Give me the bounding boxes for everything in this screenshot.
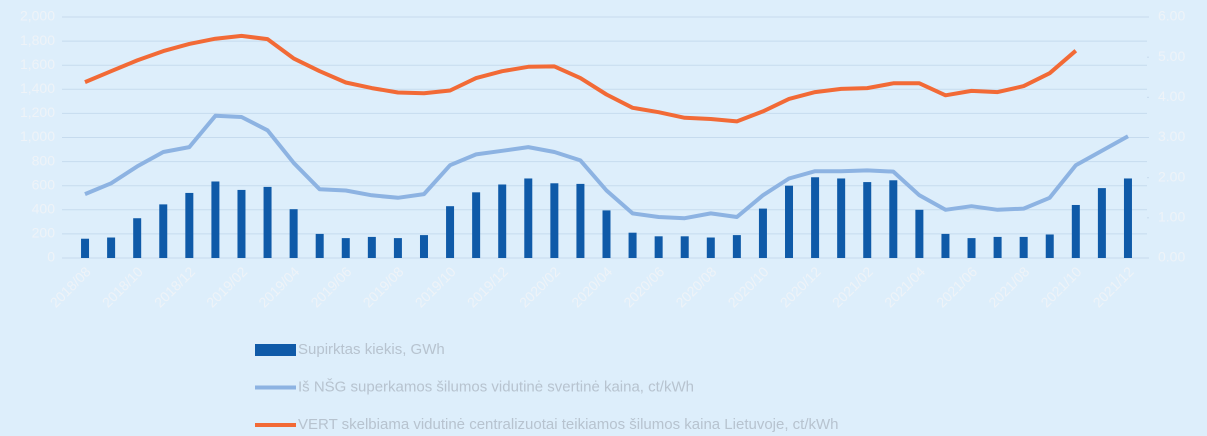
y2-tick-label: 3.00 [1158,128,1185,144]
bar [654,236,663,258]
bar [159,204,168,258]
x-tick-label: 2020/02 [516,263,563,310]
x-tick-label: 2018/08 [47,263,94,310]
bar [889,180,898,258]
bar [941,233,950,258]
x-tick-label: 2021/10 [1037,263,1084,310]
bar [576,183,585,258]
y-tick-label: 1,400 [20,80,55,96]
y-tick-label: 1,000 [20,128,55,144]
y2-tick-label: 5.00 [1158,48,1185,64]
bar [758,208,767,258]
bar [550,183,559,258]
y2-tick-label: 6.00 [1158,8,1185,24]
line [84,113,1129,221]
bar [419,235,428,258]
bar [915,209,924,258]
x-tick-label: 2019/02 [203,263,250,310]
x-tick-label: 2021/02 [829,263,876,310]
x-tick-label: 2020/12 [777,263,824,310]
bar [393,238,402,258]
y2-tick-label: 1.00 [1158,209,1185,225]
line [84,33,1078,124]
bar [472,192,481,258]
bar [628,232,637,258]
bar [811,177,820,258]
y-tick-label: 400 [32,201,56,217]
x-tick-label: 2020/04 [568,263,615,310]
bar [107,237,116,258]
x-tick-label: 2020/08 [672,263,719,310]
x-tick-label: 2019/06 [307,263,354,310]
bar [785,185,794,258]
legend-label: VERT skelbiama vidutinė centralizuotai t… [298,416,839,433]
x-tick-label: 2021/04 [881,263,928,310]
x-tick-label: 2019/04 [255,263,302,310]
y-tick-label: 1,600 [20,56,55,72]
bar [732,235,741,258]
y2-tick-label: 2.00 [1158,168,1185,184]
bar [315,233,324,258]
bar [993,236,1002,258]
bar [185,192,194,258]
bar [341,238,350,258]
bar [602,210,611,258]
y-tick-label: 1,800 [20,32,55,48]
y2-tick-label: 0.00 [1158,249,1185,265]
x-tick-label: 2019/10 [412,263,459,310]
y-tick-label: 200 [32,225,56,241]
legend-label: Iš NŠG superkamos šilumos vidutinė svert… [298,378,694,395]
bar [1071,204,1080,258]
legend-swatch [255,344,296,356]
legend-label: Supirktas kiekis, GWh [298,341,445,358]
x-tick-label: 2021/12 [1090,263,1137,310]
bar [1045,234,1054,258]
bar [367,236,376,258]
bar [1019,236,1028,258]
x-tick-label: 2019/12 [464,263,511,310]
x-tick-label: 2020/10 [725,263,772,310]
bar [237,189,246,258]
bar [1123,178,1132,258]
bar [211,181,220,258]
bar [1097,188,1106,258]
bar [524,178,533,258]
y-tick-label: 1,200 [20,104,55,120]
bar [81,238,90,258]
x-tick-label: 2020/06 [620,263,667,310]
x-tick-label: 2018/12 [151,263,198,310]
y-tick-label: 2,000 [20,8,55,24]
bar [706,237,715,258]
bar [837,178,846,258]
bar [446,206,455,258]
x-tick-label: 2021/08 [985,263,1032,310]
bar [967,238,976,258]
x-tick-label: 2019/08 [360,263,407,310]
y-tick-label: 0 [47,249,55,265]
y2-tick-label: 4.00 [1158,88,1185,104]
x-tick-label: 2021/06 [933,263,980,310]
bar [680,236,689,258]
y-tick-label: 600 [32,176,56,192]
y-tick-label: 800 [32,152,56,168]
x-tick-label: 2018/10 [99,263,146,310]
bar [289,209,298,258]
bar [498,184,507,258]
bar [133,218,142,258]
bar [263,186,272,258]
bar [863,182,872,258]
